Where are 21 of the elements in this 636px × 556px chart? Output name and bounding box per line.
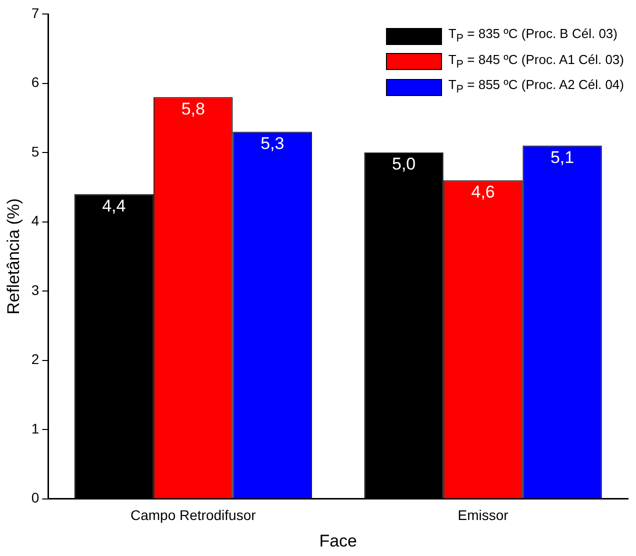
legend-label: T$_{P}$ = 855 ºC (Proc. A2 Cél. 04) xyxy=(448,76,624,98)
data-label: 5,0 xyxy=(392,154,416,174)
y-tick-label: 4 xyxy=(31,212,40,229)
legend-label: T$_{P}$ = 835 ºC (Proc. B Cél. 03) xyxy=(448,25,618,47)
data-label: 5,1 xyxy=(550,148,574,167)
x-tick-label: Emissor xyxy=(458,507,509,524)
data-label: 5,8 xyxy=(181,99,205,118)
y-tick-label: 1 xyxy=(31,420,40,436)
y-tick-label: 0 xyxy=(31,490,40,506)
y-tick-label: 2 xyxy=(31,351,40,368)
data-label: 4,6 xyxy=(471,182,495,202)
y-axis-title: Refletância (%) xyxy=(4,198,23,315)
x-axis-title: Face xyxy=(319,531,357,550)
x-tick-label: Campo Retrodifusor xyxy=(130,507,256,524)
data-label: 4,4 xyxy=(102,196,126,216)
data-label: 5,3 xyxy=(260,134,284,153)
y-tick-label: 3 xyxy=(31,282,40,298)
y-tick-label: 5 xyxy=(31,143,40,160)
y-tick-label: 6 xyxy=(31,74,40,90)
legend-label: T$_{P}$ = 845 ºC (Proc. A1 Cél. 03) xyxy=(448,50,624,72)
y-tick-label: 7 xyxy=(31,4,40,21)
